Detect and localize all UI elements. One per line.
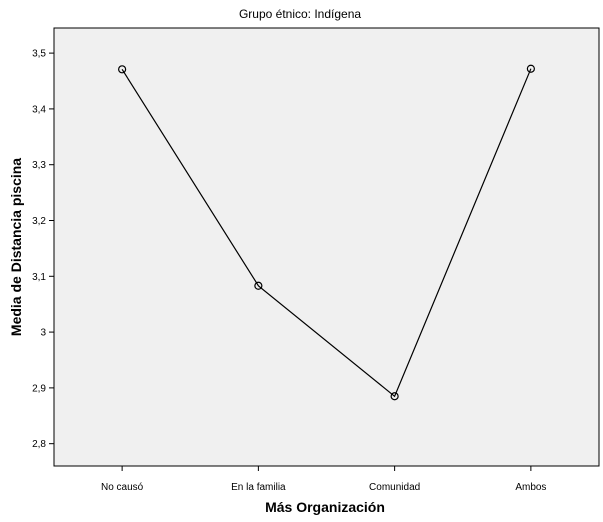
data-point	[254, 281, 263, 290]
plot-area	[53, 27, 600, 467]
y-tick-label: 3	[40, 328, 46, 339]
data-point	[526, 64, 535, 73]
x-tick-label: En la familia	[231, 482, 286, 493]
y-tick-label: 3,2	[32, 216, 46, 227]
data-points	[118, 64, 535, 401]
y-tick-label: 3,3	[32, 160, 46, 171]
x-tick-label: Comunidad	[369, 482, 420, 493]
y-tick-label: 3,4	[32, 104, 46, 115]
y-tick-label: 3,1	[32, 272, 46, 283]
x-axis-title: Más Organización	[265, 499, 385, 515]
y-tick-label: 3,5	[32, 49, 46, 60]
x-axis: No causó En la familia Comunidad Ambos	[101, 466, 546, 493]
data-point	[390, 392, 399, 401]
y-tick-label: 2,8	[32, 439, 46, 450]
chart-title: Grupo étnico: Indígena	[239, 7, 361, 21]
series-line	[121, 68, 532, 398]
data-point	[118, 65, 127, 74]
x-tick-label: No causó	[101, 482, 144, 493]
y-axis-title: Media de Distancia piscina	[8, 158, 24, 336]
x-tick-label: Ambos	[515, 482, 546, 493]
y-axis: 2,8 2,9 3 3,1 3,2 3,3 3,4 3,5	[32, 49, 54, 450]
y-tick-label: 2,9	[32, 383, 46, 394]
